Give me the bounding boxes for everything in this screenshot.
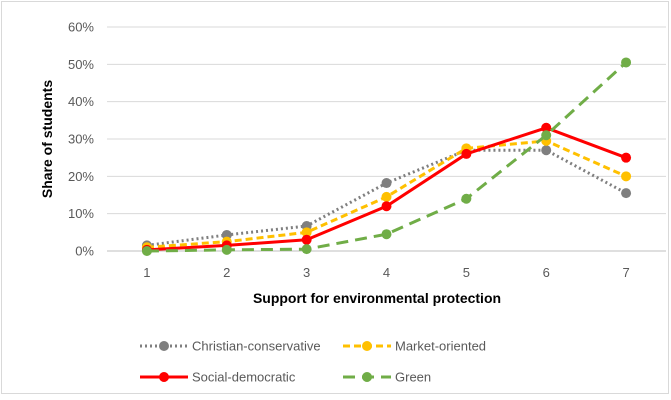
legend-marker bbox=[159, 372, 169, 382]
legend-item: Christian-conservative bbox=[140, 339, 321, 354]
gridlines bbox=[107, 26, 666, 252]
x-axis-title: Support for environmental protection bbox=[253, 290, 501, 306]
x-tick-label: 1 bbox=[143, 265, 150, 280]
series-line bbox=[146, 61, 628, 253]
y-tick-label: 10% bbox=[68, 206, 94, 221]
data-point bbox=[141, 246, 152, 256]
x-tick-label: 4 bbox=[383, 265, 390, 280]
data-point bbox=[381, 191, 392, 202]
y-axis-title: Share of students bbox=[39, 80, 55, 198]
data-point bbox=[301, 244, 312, 255]
data-point bbox=[621, 188, 632, 199]
legend-label: Green bbox=[395, 370, 431, 385]
legend-label: Christian-conservative bbox=[192, 339, 321, 354]
legend: Christian-conservative Market-oriented Soc… bbox=[140, 339, 486, 385]
legend-item: Market-oriented bbox=[343, 339, 486, 354]
data-point bbox=[301, 227, 312, 238]
data-point bbox=[541, 145, 552, 156]
data-point bbox=[541, 130, 552, 141]
legend-item: Green bbox=[343, 370, 431, 385]
x-tick-label: 3 bbox=[303, 265, 310, 280]
y-tick-label: 60% bbox=[68, 20, 94, 35]
line-chart: 0% 10% 20% 30% 40% 50% 60% 1 2 3 4 5 6 7 Share of st… bbox=[39, 20, 666, 385]
x-axis-tick-labels: 1 2 3 4 5 6 7 bbox=[143, 265, 629, 280]
x-tick-label: 2 bbox=[223, 265, 230, 280]
legend-label: Market-oriented bbox=[395, 339, 486, 354]
data-point bbox=[381, 178, 392, 189]
data-point bbox=[221, 244, 232, 255]
y-tick-label: 0% bbox=[75, 244, 94, 259]
legend-marker bbox=[159, 341, 169, 351]
legend-marker bbox=[362, 372, 372, 382]
y-tick-label: 30% bbox=[68, 132, 94, 147]
data-point bbox=[621, 57, 632, 68]
x-tick-label: 6 bbox=[543, 265, 550, 280]
x-tick-label: 7 bbox=[622, 265, 629, 280]
x-tick-label: 5 bbox=[463, 265, 470, 280]
data-point bbox=[541, 122, 552, 133]
y-axis-tick-labels: 0% 10% 20% 30% 40% 50% 60% bbox=[68, 20, 94, 259]
data-point bbox=[301, 234, 312, 245]
data-point bbox=[461, 148, 472, 159]
y-tick-label: 50% bbox=[68, 57, 94, 72]
data-point bbox=[621, 152, 632, 163]
legend-item: Social-democratic bbox=[140, 370, 296, 385]
chart-frame: 0% 10% 20% 30% 40% 50% 60% 1 2 3 4 5 6 7 Share of st… bbox=[1, 1, 669, 394]
data-point bbox=[621, 171, 632, 182]
legend-marker bbox=[362, 341, 372, 351]
data-point bbox=[381, 201, 392, 212]
data-point bbox=[381, 229, 392, 240]
data-point bbox=[461, 193, 472, 204]
series-lines bbox=[141, 57, 632, 256]
series-green bbox=[141, 57, 632, 256]
legend-label: Social-democratic bbox=[192, 370, 296, 385]
y-tick-label: 40% bbox=[68, 94, 94, 109]
y-tick-label: 20% bbox=[68, 169, 94, 184]
